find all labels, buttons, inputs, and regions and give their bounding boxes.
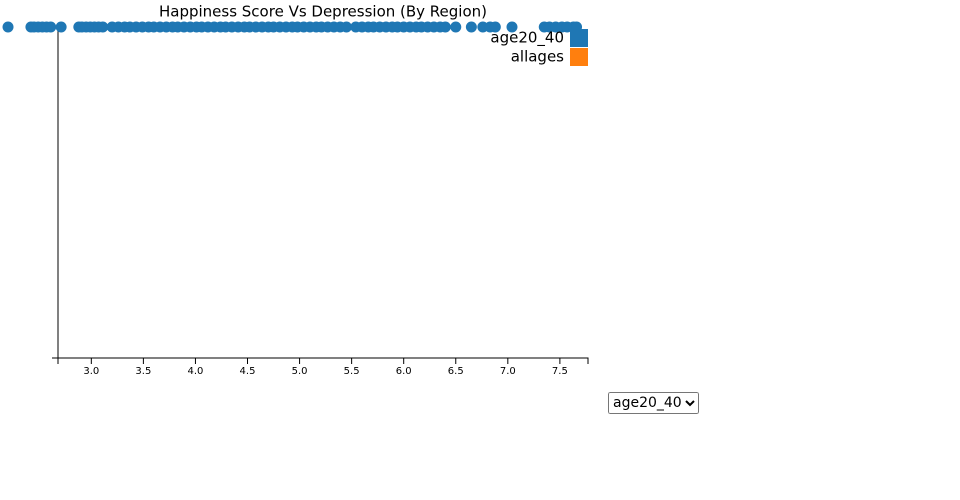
x-tick-label: 4.0 [187,366,203,377]
legend-label: age20_40 [490,29,564,48]
x-axis [57,357,589,364]
point [489,21,501,33]
chart-title: Happiness Score Vs Depression (By Region… [159,3,487,21]
x-tick-label: 7.5 [552,366,568,377]
legend-label: allages [511,48,564,66]
point [465,21,477,33]
x-tick-label: 5.5 [344,366,360,377]
x-tick-label: 6.5 [448,366,464,377]
x-tick-label: 3.0 [83,366,99,377]
point [340,21,352,33]
point [2,21,14,33]
point [439,21,451,33]
point [45,21,57,33]
point [450,21,462,33]
x-tick-label: 4.5 [240,366,256,377]
point [55,21,67,33]
x-tick-label: 3.5 [135,366,151,377]
x-tick-label: 6.0 [396,366,412,377]
legend-swatch [570,48,588,66]
legend-swatch [570,29,588,47]
point [97,21,109,33]
point [506,21,518,33]
x-tick-label: 7.0 [500,366,516,377]
series-dropdown[interactable]: age20_40 [608,392,699,414]
y-axis [52,27,59,359]
x-tick-label: 5.0 [292,366,308,377]
